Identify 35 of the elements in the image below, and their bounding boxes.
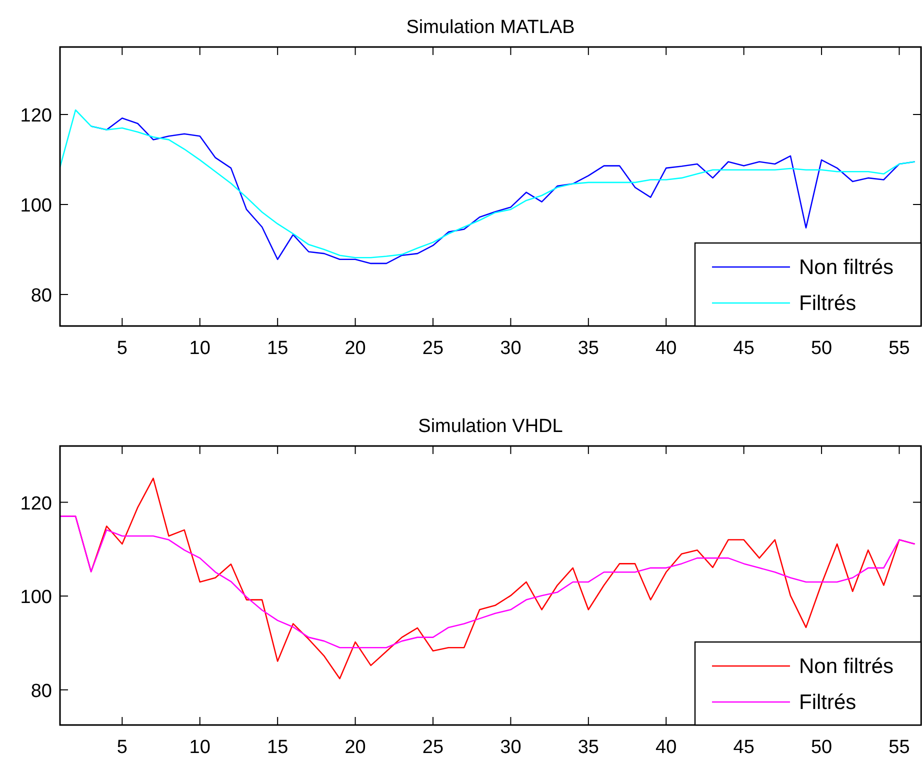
x-tick-label: 30 [500,737,522,758]
x-tick-label: 10 [189,338,210,359]
x-tick-label: 50 [810,737,832,758]
line-series [59,516,916,648]
x-tick-label: 15 [267,737,288,758]
x-tick-label: 45 [733,737,754,758]
x-tick-label: 35 [578,338,599,359]
x-tick-label: 55 [888,737,910,758]
x-tick-label: 45 [733,338,754,359]
x-tick-label: 40 [656,737,677,758]
x-tick-label: 25 [422,737,444,758]
x-tick-label: 20 [344,338,366,359]
legend-label: Non filtrés [799,256,894,279]
y-tick-label: 80 [30,286,52,306]
legend-label: Non filtrés [799,655,894,678]
x-tick-label: 10 [189,737,210,758]
x-tick-label: 25 [422,338,444,359]
y-tick-label: 120 [20,493,52,514]
x-tick-label: 15 [267,338,288,359]
x-tick-label: 5 [116,737,128,758]
x-tick-label: 40 [656,338,677,359]
x-tick-label: 5 [116,338,128,359]
chart-title: Simulation MATLAB [406,17,575,38]
chart-title: Simulation VHDL [418,416,563,437]
y-tick-label: 120 [20,106,52,126]
legend-label: Filtrés [799,292,856,315]
x-tick-label: 20 [344,737,366,758]
y-tick-label: 80 [30,680,52,702]
x-tick-label: 30 [500,338,522,359]
y-tick-label: 100 [20,196,52,216]
x-tick-label: 50 [810,338,832,359]
x-tick-label: 35 [578,737,599,758]
legend-label: Filtrés [799,691,856,714]
x-tick-label: 55 [888,338,910,359]
y-tick-label: 100 [20,587,52,608]
